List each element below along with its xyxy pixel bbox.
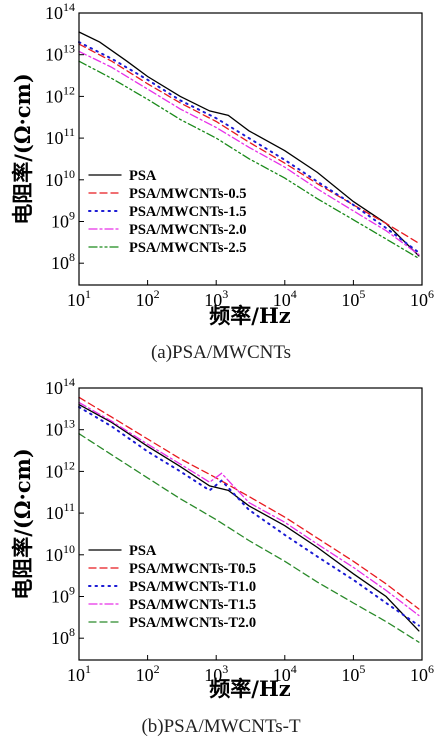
plot-area-border bbox=[78, 12, 423, 286]
legend-label: PSA/MWCNTs-T0.5 bbox=[129, 561, 256, 577]
panel-caption: (b)PSA/MWCNTs-T bbox=[141, 716, 301, 737]
x-tick-label: 101 bbox=[67, 287, 91, 310]
legend-label: PSA/MWCNTs-2.0 bbox=[129, 222, 247, 238]
series-line-4 bbox=[78, 401, 420, 617]
y-tick-label: 1014 bbox=[45, 0, 75, 23]
x-tick-label: 103 bbox=[204, 287, 228, 310]
legend-label: PSA bbox=[129, 168, 157, 184]
series-line-2 bbox=[78, 396, 420, 610]
legend-label: PSA/MWCNTs-2.5 bbox=[129, 240, 247, 256]
y-tick-label: 1011 bbox=[45, 500, 75, 523]
legend-label: PSA/MWCNTs-T1.5 bbox=[129, 597, 256, 613]
x-tick-label: 106 bbox=[410, 662, 434, 685]
y-tick-label: 109 bbox=[51, 208, 75, 231]
x-tick-label: 105 bbox=[341, 662, 365, 685]
x-tick-label: 105 bbox=[341, 287, 365, 310]
series-line-5 bbox=[78, 433, 420, 643]
legend-label: PSA/MWCNTs-T1.0 bbox=[129, 579, 256, 595]
y-tick-label: 108 bbox=[51, 250, 75, 273]
y-tick-label: 1012 bbox=[45, 458, 75, 481]
series-line-3 bbox=[78, 41, 420, 254]
y-tick-label: 1013 bbox=[45, 417, 75, 440]
series-line-5 bbox=[78, 60, 420, 260]
x-tick-label: 102 bbox=[136, 662, 160, 685]
y-tick-label: 108 bbox=[51, 625, 75, 648]
x-axis-title: 频率/Hz bbox=[209, 303, 291, 328]
y-tick-label: 1014 bbox=[45, 375, 75, 398]
y-axis-title: 电阻率/(Ω·cm) bbox=[10, 73, 35, 225]
x-tick-label: 101 bbox=[67, 662, 91, 685]
x-tick-label: 106 bbox=[410, 287, 434, 310]
x-tick-label: 104 bbox=[273, 287, 297, 310]
y-axis-title: 电阻率/(Ω·cm) bbox=[10, 448, 35, 600]
series-line-2 bbox=[78, 43, 420, 244]
x-tick-label: 104 bbox=[273, 662, 297, 685]
y-tick-label: 1010 bbox=[45, 542, 75, 565]
series-line-3 bbox=[78, 406, 420, 627]
x-tick-label: 102 bbox=[136, 287, 160, 310]
y-tick-label: 1011 bbox=[45, 125, 75, 148]
panel-caption: (a)PSA/MWCNTs bbox=[151, 342, 291, 363]
y-tick-label: 1010 bbox=[45, 167, 75, 190]
x-tick-label: 103 bbox=[204, 662, 228, 685]
y-tick-label: 1013 bbox=[45, 42, 75, 65]
y-tick-label: 1012 bbox=[45, 83, 75, 106]
chart-panel-b: 101 102 103 104 105 106 108 109 1010 1011 1012 1013… bbox=[10, 375, 434, 737]
y-tick-label: 109 bbox=[51, 583, 75, 606]
legend-label: PSA bbox=[129, 543, 157, 559]
series-line-1 bbox=[78, 31, 420, 257]
legend-label: PSA/MWCNTs-T2.0 bbox=[129, 615, 256, 631]
legend-label: PSA/MWCNTs-1.5 bbox=[129, 204, 247, 220]
series-line-4 bbox=[78, 50, 420, 256]
legend-label: PSA/MWCNTs-0.5 bbox=[129, 186, 247, 202]
plot-area-border bbox=[78, 387, 423, 661]
x-axis-title: 频率/Hz bbox=[209, 676, 291, 701]
chart-panel-a: 101 102 103 104 105 106 108 109 1010 1011 1012 1013… bbox=[10, 0, 434, 363]
